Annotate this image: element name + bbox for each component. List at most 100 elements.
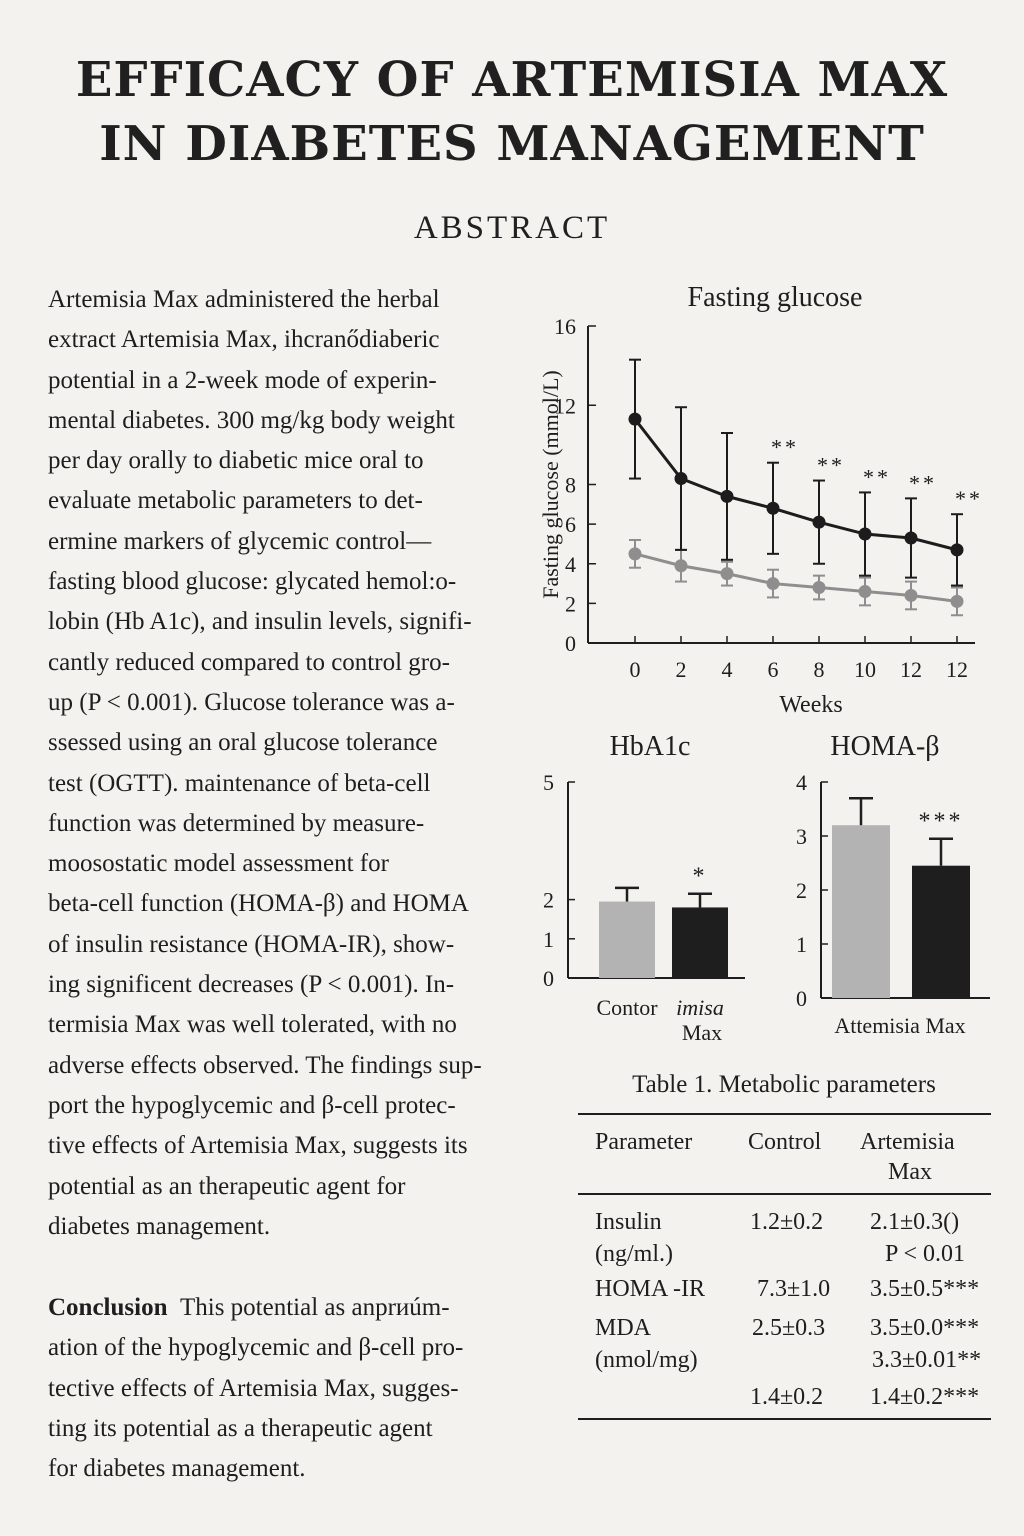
x-axis-label: Attemisia Max xyxy=(834,1013,965,1038)
table-row-homair-artemisia: 3.5±0.5*** xyxy=(870,1276,980,1302)
y-tick-label: 6 xyxy=(565,512,576,537)
data-point xyxy=(858,527,872,541)
abstract-line: lobin (Hb A1c), and insulin levels, sign… xyxy=(48,608,472,636)
y-tick-label: 2 xyxy=(543,888,554,913)
y-tick-label: 2 xyxy=(796,878,807,903)
abstract-line: port the hypoglycemic and β-cell protec- xyxy=(48,1091,456,1119)
abstract-line: termisia Max was well tolerated, with no xyxy=(48,1011,457,1039)
x-tick-label: 2 xyxy=(676,657,687,682)
table-row-mda-artemisia-2: 3.3±0.01** xyxy=(872,1347,982,1373)
abstract-heading: ABSTRACT xyxy=(413,210,611,246)
table-row-homair-control: 7.3±1.0 xyxy=(757,1276,831,1302)
abstract-line: function was determined by measure- xyxy=(48,809,425,837)
y-tick-label: 0 xyxy=(543,966,554,991)
x-tick-label: 12 xyxy=(900,657,922,682)
table-header-control: Control xyxy=(748,1129,822,1155)
abstract-line: beta-cell function (HOMA-β) and HOMA xyxy=(48,890,469,918)
table-row-insulin-control: 1.2±0.2 xyxy=(750,1209,824,1235)
significance-marker: ** xyxy=(909,470,937,495)
conclusion-line: ation of the hypoglycemic and β-cell pro… xyxy=(48,1334,464,1362)
x-tick-label: 12 xyxy=(946,657,968,682)
paper-title: EFFICACY OF ARTEMISIA MAX IN DIABETES MA… xyxy=(0,48,1024,176)
data-point xyxy=(858,584,872,598)
conclusion-paragraph: Conclusion This potential as anprиúm- at… xyxy=(48,1288,563,1489)
x-tick-label: 4 xyxy=(722,657,733,682)
abstract-line: diabetes management. xyxy=(48,1212,271,1240)
data-point xyxy=(674,472,688,486)
data-point xyxy=(720,489,734,503)
fasting-glucose-title: Fasting glucose xyxy=(687,282,863,313)
bar xyxy=(599,901,655,978)
abstract-line: up (P < 0.001). Glucose tolerance was a- xyxy=(48,688,455,716)
y-tick-label: 12 xyxy=(554,393,576,418)
series-line xyxy=(633,418,958,552)
fasting-glucose-chart: 0 2 4 6 8 12 16 0 2 4 6 8 10 12 12 Weeks Fasting glucose… xyxy=(538,314,983,718)
abstract-line: ermine markers of glycemic control— xyxy=(48,527,432,555)
significance-marker: * xyxy=(693,864,708,890)
abstract-line: tive effects of Artemisia Max, suggests … xyxy=(48,1132,468,1160)
table-row-4-artemisia: 1.4±0.2*** xyxy=(870,1384,980,1410)
data-point xyxy=(628,547,642,561)
abstract-line: potential as an therapeutic agent for xyxy=(48,1172,406,1200)
abstract-line: moosostatic model assessment for xyxy=(48,850,389,878)
table-row-mda-unit: (nmol/mg) xyxy=(595,1347,698,1373)
conclusion-line: for diabetes management. xyxy=(48,1455,306,1483)
table-caption: Table 1. Metabolic parameters xyxy=(632,1071,936,1098)
significance-marker: ** xyxy=(863,464,891,489)
series-line xyxy=(634,552,958,603)
y-tick-label: 0 xyxy=(796,986,807,1011)
data-point xyxy=(904,531,918,545)
abstract-line: per day orally to diabetic mice oral to xyxy=(48,447,424,475)
x-category-label: Max xyxy=(682,1020,722,1045)
y-tick-label: 1 xyxy=(796,932,807,957)
data-point xyxy=(950,543,964,557)
table-header-parameter: Parameter xyxy=(595,1129,693,1155)
table-row-insulin-param: Insulin xyxy=(595,1209,662,1235)
y-tick-label: 5 xyxy=(543,770,554,795)
y-tick-label: 1 xyxy=(543,927,554,952)
x-tick-label: 10 xyxy=(854,657,876,682)
conclusion-line: Conclusion This potential as anprиúm- xyxy=(48,1294,450,1322)
abstract-line: adverse effects observed. The findings s… xyxy=(48,1051,482,1079)
abstract-line: ssessed using an oral glucose tolerance xyxy=(48,729,438,757)
table-top-rule xyxy=(578,1113,991,1115)
y-tick-label: 2 xyxy=(565,591,576,616)
hba1c-title: HbA1c xyxy=(609,731,691,762)
abstract-line: extract Artemisia Max, ihcranődiaberic xyxy=(48,326,440,354)
abstract-line: potential in a 2-week mode of experin- xyxy=(48,366,437,394)
abstract-line: Artemisia Max administered the herbal xyxy=(48,286,440,313)
abstract-line: ing significent decreases (P < 0.001). I… xyxy=(48,971,455,999)
bar xyxy=(912,865,970,998)
title-line-1: EFFICACY OF ARTEMISIA MAX xyxy=(75,52,949,108)
data-point xyxy=(904,588,918,602)
y-tick-label: 8 xyxy=(565,473,576,498)
significance-marker: ** xyxy=(817,453,845,478)
table-row-insulin-pvalue: P < 0.01 xyxy=(885,1241,965,1267)
x-category-label: Contor xyxy=(596,995,658,1020)
x-tick-label: 8 xyxy=(814,657,825,682)
table-row-4-control: 1.4±0.2 xyxy=(750,1384,824,1410)
table-row-mda-artemisia: 3.5±0.0*** xyxy=(870,1315,980,1341)
bar xyxy=(672,907,728,978)
table-row-homair-param: HOMA -IR xyxy=(595,1276,706,1302)
y-tick-label: 16 xyxy=(554,314,576,339)
significance-marker: *** xyxy=(919,809,964,835)
title-line-2: IN DIABETES MANAGEMENT xyxy=(99,116,925,172)
conclusion-line: ting its potential as a therapeutic agen… xyxy=(48,1415,433,1443)
table-row-insulin-artemisia: 2.1±0.3() xyxy=(870,1209,960,1235)
x-tick-label: 0 xyxy=(630,657,641,682)
data-point xyxy=(628,412,642,426)
data-point xyxy=(812,515,826,529)
y-axis-label: Fasting glucose (mmol/L) xyxy=(538,370,563,599)
x-tick-label: 6 xyxy=(768,657,779,682)
table-bottom-rule xyxy=(578,1418,991,1420)
abstract-line: cantly reduced compared to control gro- xyxy=(48,648,450,676)
data-point xyxy=(674,559,688,573)
significance-marker: ** xyxy=(955,486,983,511)
x-axis-label: Weeks xyxy=(779,692,842,718)
abstract-line: mental diabetes. 300 mg/kg body weight xyxy=(48,406,455,434)
significance-marker: ** xyxy=(771,435,799,460)
table-header-max: Max xyxy=(888,1159,932,1185)
table-mid-rule xyxy=(578,1193,991,1195)
